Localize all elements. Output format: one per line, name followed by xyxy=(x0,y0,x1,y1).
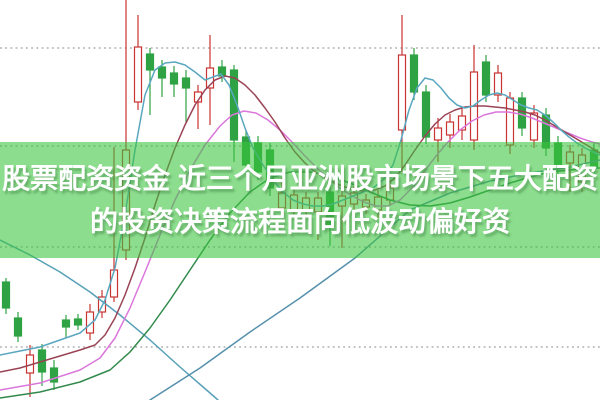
candle-body-down xyxy=(421,91,431,138)
candle-body-down xyxy=(73,318,83,326)
candle-body-down xyxy=(49,367,59,383)
watermark-line-2: 的投资决策流程面向低波动偏好资 xyxy=(89,205,510,237)
candle-body-down xyxy=(481,61,491,96)
candle-body-up xyxy=(505,97,515,146)
candle-body-up xyxy=(397,54,407,131)
candle-body-down xyxy=(13,317,23,337)
candle-body-down xyxy=(157,66,167,79)
candle-body-up xyxy=(109,269,119,298)
watermark-line-1: 股票配资资金 近三个月亚洲股市场景下五大配资 xyxy=(2,162,598,194)
candle-body-up xyxy=(529,112,539,141)
candle-body-up xyxy=(433,127,443,141)
candle-body-down xyxy=(409,54,419,93)
candle-body-up xyxy=(493,72,503,96)
candle-body-up xyxy=(445,121,455,136)
candle-body-up xyxy=(193,91,203,103)
candle-body-down xyxy=(181,77,191,89)
watermark-banner: 股票配资资金 近三个月亚洲股市场景下五大配资 的投资决策流程面向低波动偏好资 xyxy=(0,142,600,258)
candle-body-down xyxy=(169,72,179,85)
candle-body-down xyxy=(61,319,71,328)
candle-body-down xyxy=(1,281,11,309)
candle-body-up xyxy=(457,115,467,131)
ma-long-blue-falling xyxy=(0,239,219,400)
candle-body-down xyxy=(517,97,527,129)
candle-body-up xyxy=(85,311,95,334)
candle-body-down xyxy=(145,53,155,71)
candle-body-up xyxy=(133,46,143,103)
